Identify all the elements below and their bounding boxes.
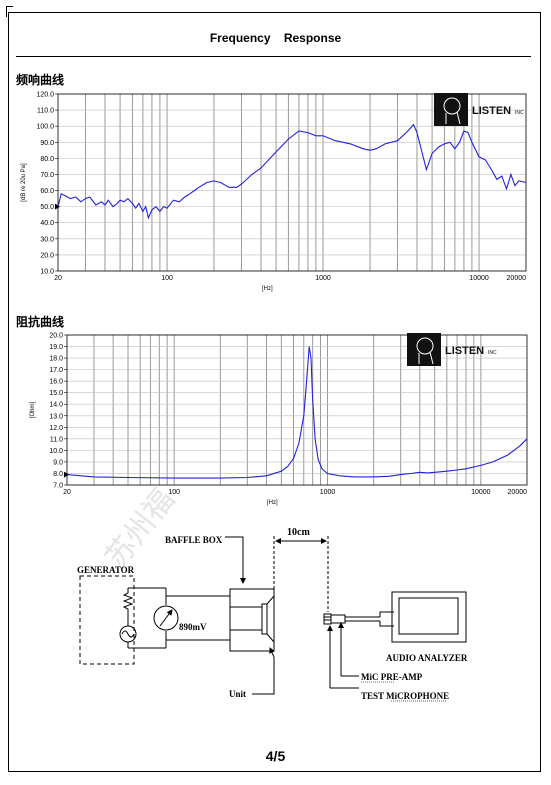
generator-box: [79, 575, 135, 665]
test-microphone: [323, 613, 332, 625]
y-tick-label: 8.0: [53, 471, 63, 478]
x-tick-label: 100: [168, 489, 180, 496]
plot-frame: [66, 334, 528, 486]
y-tick-label: 16.0: [49, 379, 63, 386]
x-tick-label: 1000: [315, 275, 331, 282]
logo-head-outline: [416, 337, 434, 355]
data-curve: [57, 123, 527, 220]
y-tick-label: 90.0: [40, 140, 54, 147]
logo-head-outline: [443, 97, 461, 115]
x-tick-label: 1000: [320, 489, 336, 496]
y-tick-label: 100.0: [36, 124, 54, 131]
y-tick-label: 14.0: [49, 402, 63, 409]
mic-preamp-label: MiC PRE-AMP: [361, 672, 423, 682]
y-tick-label: 17.0: [49, 367, 63, 374]
logo-text: LISTEN: [472, 105, 511, 117]
y-tick-label: 12.0: [49, 425, 63, 432]
audio-analyzer-label: AUDIO ANALYZER: [386, 653, 468, 663]
x-axis-label: [Hz]: [262, 286, 273, 292]
audio-analyzer: [391, 591, 467, 643]
y-tick-label: 110.0: [37, 108, 54, 115]
y-tick-label: 10.0: [49, 448, 63, 455]
x-tick-label: 100: [161, 275, 173, 282]
x-tick-label: 10000: [469, 275, 489, 282]
y-tick-label: 13.0: [49, 413, 63, 420]
y-tick-label: 60.0: [40, 188, 54, 195]
voltmeter-icon: [153, 605, 179, 631]
y-tick-label: 15.0: [49, 390, 63, 397]
chart-impedance: 7.0 8.0 9.0 10.0 11.0 12.0 13.0 14.0 15.0 16.0 17.…: [30, 333, 528, 506]
y-tick-label: 50.0: [40, 204, 54, 211]
y-tick-label: 80.0: [40, 156, 54, 163]
logo-neck: [445, 111, 461, 125]
y-tick-label: 70.0: [40, 172, 54, 179]
x-tick-label: 20: [54, 275, 62, 282]
x-tick-label: 20: [63, 489, 71, 496]
page-number: 4/5: [265, 748, 286, 764]
curve-start-marker: [64, 471, 69, 478]
x-tick-label: 20000: [508, 489, 528, 496]
data-curve: [66, 346, 528, 479]
listen-logo: LISTEN INC: [407, 333, 497, 366]
x-tick-label: 10000: [471, 489, 491, 496]
x-axis-label: [Hz]: [267, 500, 278, 506]
baffle-box-label: BAFFLE BOX: [165, 535, 223, 545]
y-tick-label: 18.0: [49, 356, 63, 363]
page-frame: [8, 12, 541, 772]
speaker-unit: [261, 603, 268, 635]
y-tick-label: 19.0: [49, 344, 63, 351]
x-tick-label: 20000: [507, 275, 527, 282]
y-tick-label: 7.0: [53, 483, 63, 490]
frequency-section-label: 频响曲线: [16, 73, 65, 87]
test-microphone-label: TEST MiCROPHONE: [361, 691, 449, 701]
y-tick-label: 11.0: [50, 436, 63, 443]
mic-preamp: [330, 614, 346, 624]
generator-label: GENERATOR: [77, 565, 135, 575]
audio-analyzer-screen: [398, 597, 459, 635]
y-tick-label: 20.0: [49, 333, 63, 340]
logo-inc: INC: [488, 350, 497, 356]
y-tick-label: 30.0: [40, 236, 54, 243]
unit-label: Unit: [229, 689, 246, 699]
y-axis-label: [dB re 20u Pa]: [21, 163, 27, 202]
corner-mark: [6, 6, 13, 17]
logo-neck: [418, 351, 434, 365]
impedance-section-label: 阻抗曲线: [16, 315, 65, 329]
y-tick-label: 120.0: [36, 92, 54, 99]
y-tick-label: 10.0: [40, 269, 54, 276]
y-tick-label: 20.0: [40, 252, 54, 259]
resistor-symbol: [122, 588, 134, 618]
y-tick-label: 40.0: [40, 220, 54, 227]
watermark: 苏州福: [99, 482, 182, 574]
listen-logo: LISTEN INC: [434, 93, 524, 126]
chart-frequency-response: 10.0 20.0 30.0 40.0 50.0 60.0 70.0 80.0 90.0 100.…: [21, 92, 527, 292]
logo-inc: INC: [515, 110, 524, 116]
distance-label: 10cm: [287, 527, 310, 538]
curve-start-marker: [55, 203, 60, 210]
header-divider: [16, 56, 531, 57]
voltage-label: 890mV: [179, 622, 207, 632]
y-axis-label: [Ohm]: [30, 402, 36, 419]
page-title: Frequency Response: [209, 31, 342, 45]
y-tick-label: 9.0: [53, 459, 63, 466]
logo-text: LISTEN: [445, 345, 484, 357]
